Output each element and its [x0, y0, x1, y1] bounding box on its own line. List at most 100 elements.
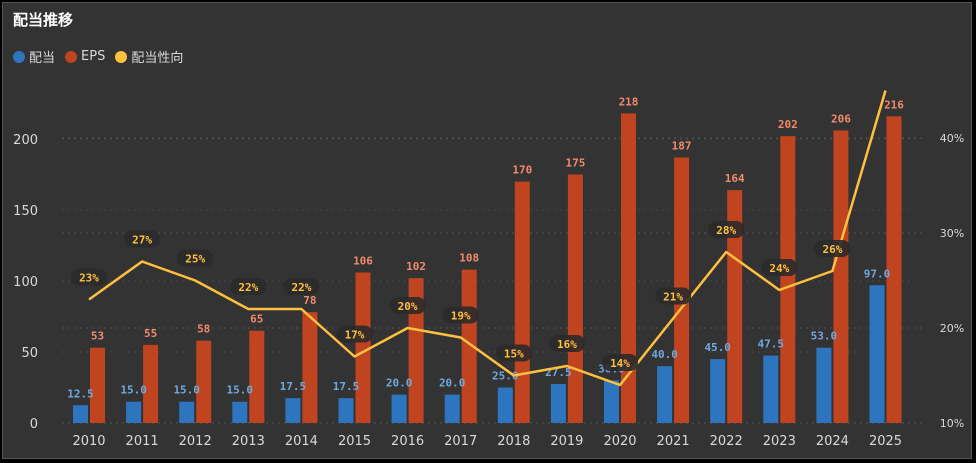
data-label-bg-payout	[442, 306, 479, 324]
data-label-payout: 21%	[663, 291, 683, 304]
bar-eps	[355, 272, 371, 423]
bar-dividend	[710, 359, 726, 423]
data-label-payout: 15%	[504, 348, 524, 361]
bar-eps	[886, 116, 902, 423]
bar-eps	[833, 130, 849, 424]
data-label-bg-payout	[124, 230, 161, 248]
y-left-tick-label: 100	[13, 275, 38, 290]
data-label-dividend: 15.0	[120, 384, 147, 397]
data-label-bg-payout	[495, 344, 532, 362]
y-left-tick-label: 50	[21, 346, 38, 361]
y-right-tick-label: 40%	[940, 132, 964, 145]
data-label-payout: 20%	[398, 300, 418, 313]
data-label-bg-payout	[814, 240, 851, 257]
bar-eps	[408, 278, 424, 423]
data-label-eps: 187	[672, 139, 692, 152]
data-label-dividend: 47.5	[758, 338, 785, 351]
bar-eps	[514, 181, 530, 423]
data-label-payout: 16%	[557, 338, 577, 351]
bar-eps	[567, 174, 583, 423]
data-label-bg-payout	[389, 297, 426, 314]
data-label-bg-payout	[230, 278, 267, 295]
data-label-payout: 24%	[769, 262, 789, 275]
bar-eps	[621, 113, 636, 423]
data-label-bg-payout	[283, 278, 320, 295]
data-label-eps: 170	[512, 164, 532, 177]
data-label-eps: 65	[250, 313, 263, 326]
legend-item-dividend[interactable]: 配当	[13, 47, 55, 66]
x-tick-label: 2013	[232, 434, 265, 449]
data-label-bg-payout	[708, 221, 745, 238]
legend-item-eps[interactable]: EPS	[65, 49, 105, 64]
data-label-payout: 23%	[79, 272, 99, 285]
x-tick-label: 2010	[72, 434, 105, 449]
data-label-bg-payout	[602, 354, 638, 371]
data-label-dividend: 97.0	[864, 267, 891, 280]
data-label-payout: 27%	[132, 234, 152, 247]
data-label-dividend: 20.0	[439, 377, 466, 390]
legend-label-payout: 配当性向	[131, 51, 184, 66]
legend-dot-eps	[65, 50, 78, 63]
x-tick-label: 2023	[763, 434, 796, 449]
x-tick-label: 2011	[126, 434, 159, 449]
bar-eps	[196, 340, 212, 423]
bar-dividend	[73, 405, 88, 423]
data-label-eps: 102	[406, 260, 426, 273]
bar-dividend	[391, 394, 407, 423]
bar-dividend	[657, 366, 673, 423]
data-label-eps: 175	[565, 157, 585, 170]
data-label-eps: 202	[778, 118, 798, 131]
legend-label-eps: EPS	[81, 49, 106, 64]
data-label-payout: 26%	[822, 243, 842, 256]
data-label-eps: 53	[91, 330, 104, 343]
legend-item-payout[interactable]: 配当性向	[115, 47, 183, 66]
data-label-payout: 14%	[610, 357, 630, 370]
data-label-eps: 218	[619, 95, 639, 108]
data-label-eps: 206	[831, 112, 851, 125]
bar-eps	[90, 347, 105, 423]
data-label-dividend: 17.5	[280, 380, 307, 393]
data-label-eps: 164	[725, 172, 745, 185]
bar-dividend	[816, 347, 832, 423]
bar-dividend	[444, 394, 460, 423]
line-payout-ratio	[88, 90, 887, 387]
y-right-tick-label: 30%	[940, 227, 964, 240]
x-tick-label: 2014	[285, 434, 318, 449]
x-tick-label: 2012	[179, 434, 212, 449]
legend-dot-dividend	[13, 50, 25, 63]
x-tick-label: 2025	[869, 434, 902, 449]
data-label-eps: 58	[197, 323, 210, 336]
data-label-dividend: 45.0	[704, 341, 731, 354]
x-tick-label: 2019	[550, 434, 583, 449]
legend-dot-payout	[115, 50, 128, 63]
x-tick-label: 2020	[603, 434, 636, 449]
bar-eps	[249, 330, 265, 423]
x-tick-label: 2017	[444, 434, 477, 449]
data-label-eps: 108	[459, 252, 479, 265]
bar-dividend	[338, 398, 354, 423]
legend: 配当 EPS 配当性向	[13, 47, 193, 66]
bar-dividend	[179, 401, 195, 423]
data-label-eps: 106	[353, 254, 373, 267]
bar-dividend	[285, 398, 301, 423]
data-label-dividend: 15.0	[173, 384, 200, 397]
data-label-payout: 28%	[716, 224, 736, 237]
data-label-eps: 55	[144, 327, 157, 340]
x-tick-label: 2021	[657, 434, 690, 449]
y-left-tick-label: 150	[13, 204, 38, 219]
bar-dividend	[497, 387, 513, 423]
y-right-tick-label: 10%	[940, 417, 964, 430]
data-label-bg-payout	[655, 287, 692, 305]
bar-dividend	[550, 383, 566, 423]
data-label-dividend: 20.0	[386, 377, 413, 390]
data-label-dividend: 15.0	[227, 384, 254, 397]
bar-dividend	[126, 401, 142, 423]
data-label-eps: 78	[303, 294, 316, 307]
bar-eps	[780, 136, 796, 423]
bar-eps	[143, 344, 159, 423]
data-label-bg-payout	[71, 268, 107, 286]
chart-title: 配当推移	[13, 11, 74, 29]
data-label-payout: 19%	[451, 310, 471, 323]
data-label-dividend: 53.0	[811, 330, 838, 343]
